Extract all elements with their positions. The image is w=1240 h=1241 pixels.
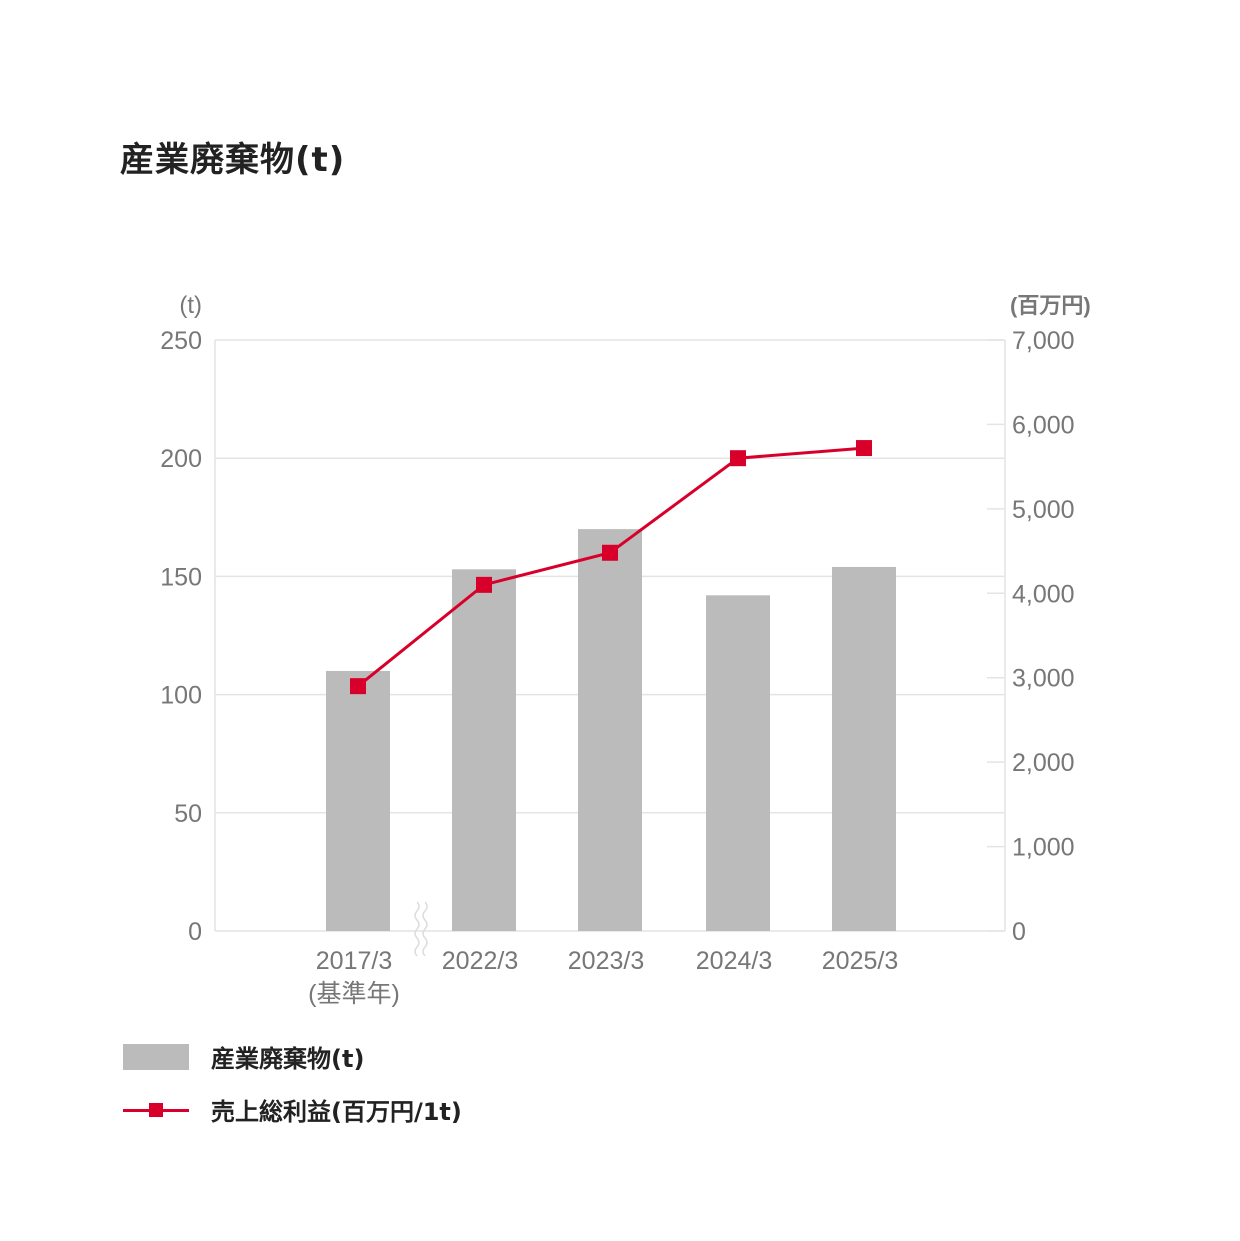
- x-tick-sublabel: (基準年): [308, 980, 400, 1008]
- bar-2023/3: [578, 529, 642, 931]
- legend-item-line: 売上総利益(百万円/1t): [123, 1092, 462, 1127]
- right-tick-label: 3,000: [1012, 665, 1075, 693]
- bar-2024/3: [706, 595, 770, 931]
- left-axis-unit: (t): [179, 292, 202, 319]
- legend-line-swatch: [123, 1097, 189, 1123]
- line-marker-2022/3: [476, 576, 492, 593]
- left-tick-label: 100: [160, 682, 202, 710]
- left-tick-label: 150: [160, 563, 202, 591]
- x-tick-label: 2022/3: [442, 947, 518, 975]
- legend-label-line: 売上総利益(百万円/1t): [211, 1098, 462, 1126]
- right-axis-unit: (百万円): [1010, 293, 1091, 318]
- legend-bar-swatch: [123, 1043, 189, 1070]
- left-tick-label: 50: [174, 800, 202, 828]
- chart-title: 産業廃棄物(t): [120, 140, 346, 180]
- left-tick-label: 0: [188, 918, 202, 946]
- legend-label-bars: 産業廃棄物(t): [211, 1045, 365, 1073]
- right-tick-label: 7,000: [1012, 327, 1075, 355]
- line-marker-2023/3: [602, 544, 618, 561]
- line-marker-2025/3: [856, 440, 872, 457]
- legend-item-bars: 産業廃棄物(t): [123, 1039, 364, 1074]
- x-tick-label: 2025/3: [822, 947, 898, 975]
- bar-2022/3: [452, 569, 516, 931]
- bar-2017/3: [326, 670, 390, 931]
- x-tick-label: 2024/3: [696, 947, 772, 975]
- right-tick-label: 1,000: [1012, 834, 1075, 862]
- right-tick-label: 0: [1012, 918, 1026, 946]
- line-marker-2017/3: [350, 678, 366, 695]
- right-tick-label: 6,000: [1012, 411, 1075, 439]
- right-tick-label: 2,000: [1012, 749, 1075, 777]
- x-tick-label: 2023/3: [568, 947, 644, 975]
- axis-break-mark: [414, 901, 420, 957]
- line-marker-2024/3: [730, 450, 746, 467]
- axis-break-mark: [422, 901, 428, 957]
- x-tick-label: 2017/3: [316, 947, 392, 975]
- left-tick-label: 200: [160, 445, 202, 473]
- bar-2025/3: [832, 566, 896, 931]
- left-tick-label: 250: [160, 327, 202, 355]
- right-tick-label: 5,000: [1012, 496, 1075, 524]
- right-tick-label: 4,000: [1012, 580, 1075, 608]
